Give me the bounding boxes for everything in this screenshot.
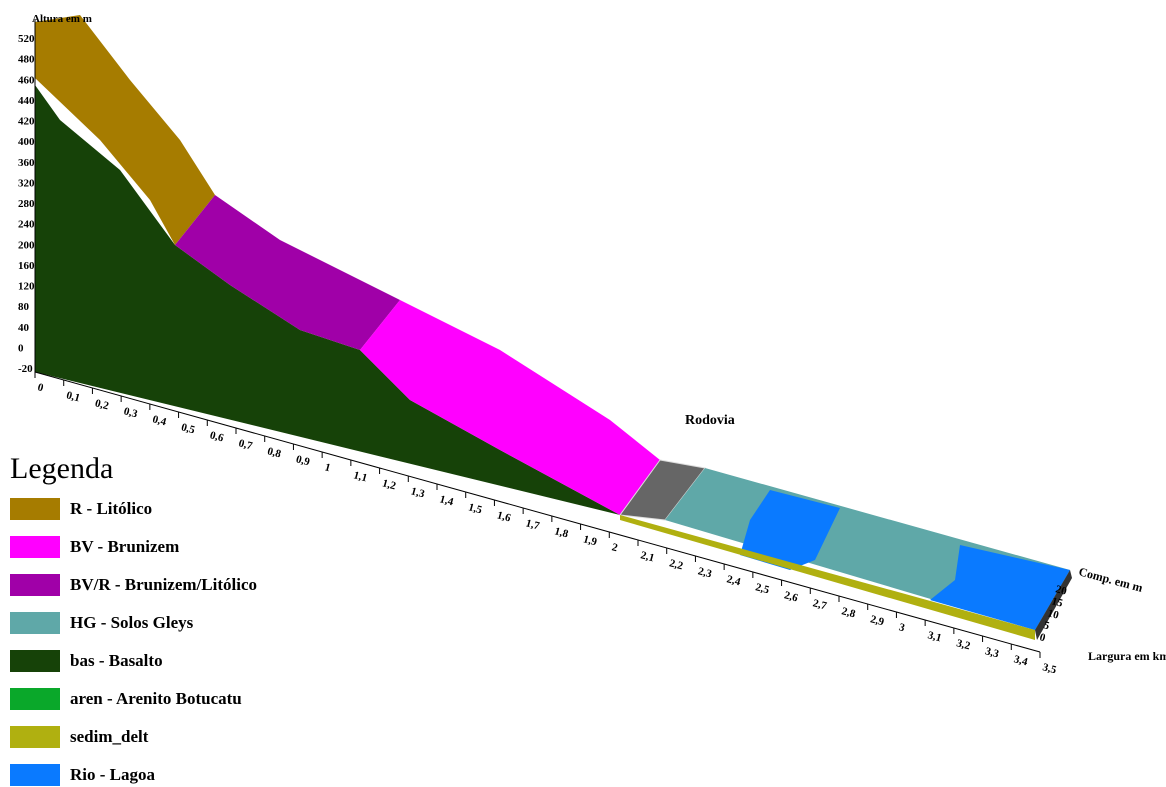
legend-swatch [10, 498, 60, 520]
height-tick-label: 440 [18, 95, 35, 107]
litolico-layer [35, 15, 215, 245]
basalt-layer [35, 85, 620, 515]
length-tick-label: 2,8 [840, 605, 857, 620]
height-tick-label: 40 [18, 322, 30, 334]
height-tick-label: 460 [18, 74, 35, 86]
width-tick-label: 10 [1046, 607, 1060, 622]
length-tick-label: 1,6 [496, 509, 513, 524]
brunizem-layer [360, 300, 660, 515]
height-tick-label: 420 [18, 116, 35, 128]
height-tick-label: 0 [18, 342, 24, 354]
block-side [1035, 570, 1072, 640]
legend-swatch [10, 574, 60, 596]
length-tick-label: 0,8 [266, 445, 283, 460]
length-tick-label: 2,7 [812, 597, 829, 612]
height-tick-label: 280 [18, 198, 35, 210]
length-tick-label: 1 [323, 461, 331, 474]
width-tick-label: 5 [1042, 619, 1051, 632]
length-tick-label: 2,3 [697, 565, 714, 580]
legend-swatch [10, 536, 60, 558]
length-tick-label: 3 [898, 621, 907, 634]
length-tick-label: 1,9 [582, 533, 599, 548]
length-tick-label: 2,6 [783, 589, 800, 604]
legend-label: BV - Brunizem [70, 537, 179, 556]
lagoon-2 [930, 545, 1070, 630]
sediment-strip [620, 515, 1035, 640]
legend-swatch [10, 688, 60, 710]
length-tick-label: 0,1 [65, 389, 81, 404]
legend-label: R - Litólico [70, 499, 152, 518]
height-tick-label: 320 [18, 177, 35, 189]
legend-label: sedim_delt [70, 727, 149, 746]
length-tick-label: 0 [36, 381, 45, 394]
length-tick-label: 1,2 [381, 477, 398, 492]
length-tick-label: 2,5 [754, 581, 771, 596]
length-tick-label: 1,8 [553, 525, 570, 540]
width-tick-label: 20 [1054, 583, 1068, 598]
length-tick-label: 2,1 [639, 549, 655, 564]
length-tick-label: 2 [611, 541, 620, 554]
legend-label: HG - Solos Gleys [70, 613, 194, 632]
height-tick-label: 200 [18, 239, 35, 251]
length-tick-label: 1,5 [467, 501, 484, 516]
length-axis-line [34, 371, 1041, 653]
legend-swatch [10, 764, 60, 786]
length-tick-label: 0,2 [94, 397, 111, 412]
height-tick-label: 520 [18, 33, 35, 45]
length-tick-label: 0,7 [237, 437, 254, 452]
length-tick-label: 2,9 [869, 613, 886, 628]
length-tick-label: 1,7 [524, 517, 541, 532]
length-tick-label: 3,1 [926, 629, 942, 644]
height-tick-label: 120 [18, 281, 35, 293]
length-tick-label: 3,2 [955, 637, 972, 652]
height-tick-label: 160 [18, 260, 35, 272]
length-tick-label: 0,3 [122, 405, 139, 420]
length-tick-label: 1,1 [352, 469, 368, 484]
height-tick-label: 360 [18, 157, 35, 169]
legend-label: Rio - Lagoa [70, 765, 156, 784]
legend-swatch [10, 726, 60, 748]
height-tick-label: 400 [18, 136, 35, 148]
length-tick-label: 0,5 [180, 421, 197, 436]
length-tick-label: 0,9 [295, 453, 312, 468]
length-tick-label: 3,5 [1041, 661, 1058, 676]
length-tick-label: 0,4 [151, 413, 168, 428]
length-tick-label: 2,2 [668, 557, 685, 572]
annotation: Rodovia [685, 413, 735, 428]
legend-label: bas - Basalto [70, 651, 163, 670]
length-axis-label: Largura em km [1088, 649, 1166, 663]
width-tick-label: 15 [1050, 595, 1064, 610]
legend-swatch [10, 650, 60, 672]
length-tick-label: 3,4 [1013, 653, 1030, 668]
length-tick-label: 1,3 [410, 485, 427, 500]
height-tick-label: 480 [18, 54, 35, 66]
length-tick-label: 3,3 [984, 645, 1001, 660]
brunizem-litolico-layer [175, 195, 400, 350]
legend-title: Legenda [10, 452, 113, 485]
legend-swatch [10, 612, 60, 634]
legend-label: BV/R - Brunizem/Litólico [70, 575, 257, 594]
length-tick-label: 2,4 [725, 573, 742, 588]
height-axis-label: Altura em m [32, 13, 92, 25]
legend-label: aren - Arenito Botucatu [70, 689, 242, 708]
width-axis-label: Comp. em m [1077, 564, 1144, 595]
height-tick-label: -20 [18, 363, 33, 375]
length-tick-label: 0,6 [209, 429, 226, 444]
height-tick-label: 80 [18, 301, 30, 313]
height-tick-label: 240 [18, 219, 35, 231]
lagoon-1 [740, 490, 840, 570]
width-tick-label: 0 [1038, 631, 1047, 644]
length-tick-label: 1,4 [438, 493, 455, 508]
